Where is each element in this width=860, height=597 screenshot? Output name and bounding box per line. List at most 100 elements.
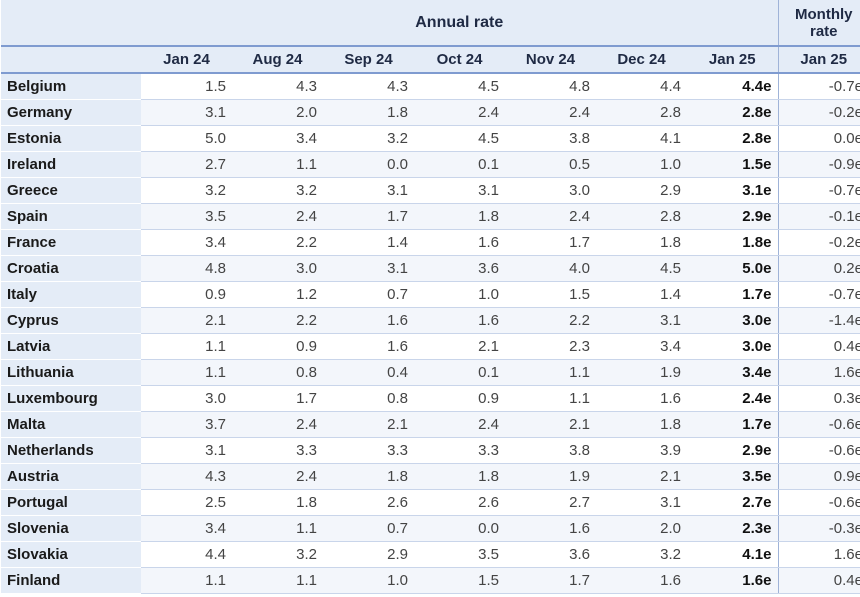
- annual-rate-cell: 0.9: [232, 333, 323, 360]
- annual-rate-cell: 2.0: [232, 99, 323, 126]
- monthly-rate-cell: 0.3e: [777, 385, 860, 412]
- table-row: Belgium 1.5 4.3 4.3 4.5 4.8 4.4 4.4e -0.7e: [1, 73, 860, 100]
- annual-rate-cell: 1.1: [232, 515, 323, 542]
- country-cell: Netherlands: [1, 437, 141, 464]
- country-cell: Ireland: [1, 151, 141, 178]
- column-header: Jan 25: [777, 45, 860, 74]
- annual-rate-cell: 2.1: [141, 307, 232, 334]
- annual-rate-cell: 2.9: [596, 177, 687, 204]
- annual-rate-cell: 1.1: [141, 567, 232, 594]
- annual-rate-cell: 2.7: [141, 151, 232, 178]
- annual-rate-cell: 4.4e: [687, 73, 778, 100]
- annual-rate-cell: 5.0e: [687, 255, 778, 282]
- monthly-rate-cell: 0.4e: [777, 567, 860, 594]
- annual-rate-cell: 4.3: [232, 73, 323, 100]
- annual-rate-cell: 1.1: [505, 385, 596, 412]
- annual-rate-cell: 3.2: [323, 125, 414, 152]
- annual-rate-cell: 0.1: [414, 151, 505, 178]
- annual-rate-cell: 3.3: [232, 437, 323, 464]
- annual-rate-cell: 1.7: [232, 385, 323, 412]
- annual-rate-cell: 1.9: [596, 359, 687, 386]
- table-row: Austria 4.3 2.4 1.8 1.8 1.9 2.1 3.5e 0.9e: [1, 463, 860, 490]
- table-row: Slovenia 3.4 1.1 0.7 0.0 1.6 2.0 2.3e -0.3e: [1, 515, 860, 542]
- country-cell: Croatia: [1, 255, 141, 282]
- table-row: Estonia 5.0 3.4 3.2 4.5 3.8 4.1 2.8e 0.0e: [1, 125, 860, 152]
- annual-rate-cell: 2.4: [414, 99, 505, 126]
- annual-rate-cell: 3.2: [232, 177, 323, 204]
- country-cell: France: [1, 229, 141, 256]
- column-header: Oct 24: [414, 45, 505, 74]
- annual-rate-cell: 1.6: [323, 307, 414, 334]
- annual-rate-cell: 3.4: [596, 333, 687, 360]
- country-cell: Latvia: [1, 333, 141, 360]
- annual-rate-cell: 2.0: [596, 515, 687, 542]
- annual-rate-cell: 3.6: [505, 541, 596, 568]
- annual-rate-cell: 2.7: [505, 489, 596, 516]
- annual-rate-cell: 3.9: [596, 437, 687, 464]
- annual-rate-cell: 4.3: [141, 463, 232, 490]
- country-cell: Slovenia: [1, 515, 141, 542]
- country-cell: Cyprus: [1, 307, 141, 334]
- annual-rate-cell: 0.9: [141, 281, 232, 308]
- annual-rate-cell: 4.1: [596, 125, 687, 152]
- country-cell: Austria: [1, 463, 141, 490]
- monthly-rate-cell: -0.6e: [777, 437, 860, 464]
- annual-rate-cell: 2.8: [596, 99, 687, 126]
- annual-rate-cell: 3.8: [505, 125, 596, 152]
- annual-rate-cell: 2.2: [232, 307, 323, 334]
- annual-rate-cell: 1.7e: [687, 411, 778, 438]
- annual-rate-cell: 1.4: [596, 281, 687, 308]
- annual-rate-cell: 1.1: [232, 151, 323, 178]
- country-cell: Luxembourg: [1, 385, 141, 412]
- annual-rate-cell: 1.5: [505, 281, 596, 308]
- annual-rate-cell: 0.0: [323, 151, 414, 178]
- annual-rate-cell: 1.7: [505, 567, 596, 594]
- monthly-rate-cell: 0.9e: [777, 463, 860, 490]
- annual-rate-cell: 1.7: [323, 203, 414, 230]
- table-row: Ireland 2.7 1.1 0.0 0.1 0.5 1.0 1.5e -0.9e: [1, 151, 860, 178]
- country-cell: Italy: [1, 281, 141, 308]
- annual-rate-cell: 2.1: [596, 463, 687, 490]
- annual-rate-cell: 2.8: [596, 203, 687, 230]
- annual-rate-cell: 2.9e: [687, 203, 778, 230]
- annual-rate-cell: 3.3: [414, 437, 505, 464]
- country-cell: Malta: [1, 411, 141, 438]
- annual-rate-cell: 2.2: [232, 229, 323, 256]
- country-column-header: [1, 45, 141, 74]
- annual-rate-cell: 1.9: [505, 463, 596, 490]
- annual-rate-cell: 1.0: [323, 567, 414, 594]
- annual-rate-cell: 3.1: [323, 255, 414, 282]
- annual-rate-cell: 3.2: [232, 541, 323, 568]
- annual-rate-cell: 1.4: [323, 229, 414, 256]
- annual-rate-cell: 1.6e: [687, 567, 778, 594]
- annual-rate-header: Annual rate: [141, 0, 778, 46]
- annual-rate-cell: 2.1: [414, 333, 505, 360]
- annual-rate-cell: 1.5e: [687, 151, 778, 178]
- table-row: Greece 3.2 3.2 3.1 3.1 3.0 2.9 3.1e -0.7e: [1, 177, 860, 204]
- table-row: Croatia 4.8 3.0 3.1 3.6 4.0 4.5 5.0e 0.2e: [1, 255, 860, 282]
- annual-rate-cell: 4.5: [596, 255, 687, 282]
- annual-rate-cell: 3.2: [596, 541, 687, 568]
- annual-rate-cell: 1.6: [596, 567, 687, 594]
- monthly-rate-header: Monthly rate: [777, 0, 860, 46]
- country-cell: Estonia: [1, 125, 141, 152]
- annual-rate-cell: 3.0: [505, 177, 596, 204]
- country-cell: Slovakia: [1, 541, 141, 568]
- annual-rate-cell: 2.1: [505, 411, 596, 438]
- table-row: France 3.4 2.2 1.4 1.6 1.7 1.8 1.8e -0.2e: [1, 229, 860, 256]
- annual-rate-cell: 3.0e: [687, 333, 778, 360]
- annual-rate-cell: 1.5: [141, 73, 232, 100]
- column-header: Nov 24: [505, 45, 596, 74]
- annual-rate-cell: 2.4: [232, 203, 323, 230]
- annual-rate-cell: 2.7e: [687, 489, 778, 516]
- annual-rate-cell: 1.6: [323, 333, 414, 360]
- annual-rate-cell: 1.1: [232, 567, 323, 594]
- annual-rate-cell: 3.1: [414, 177, 505, 204]
- annual-rate-cell: 2.4: [505, 99, 596, 126]
- annual-rate-cell: 3.4e: [687, 359, 778, 386]
- annual-rate-cell: 4.4: [596, 73, 687, 100]
- annual-rate-cell: 1.8: [323, 99, 414, 126]
- annual-rate-cell: 1.8e: [687, 229, 778, 256]
- annual-rate-cell: 4.8: [141, 255, 232, 282]
- column-header: Aug 24: [232, 45, 323, 74]
